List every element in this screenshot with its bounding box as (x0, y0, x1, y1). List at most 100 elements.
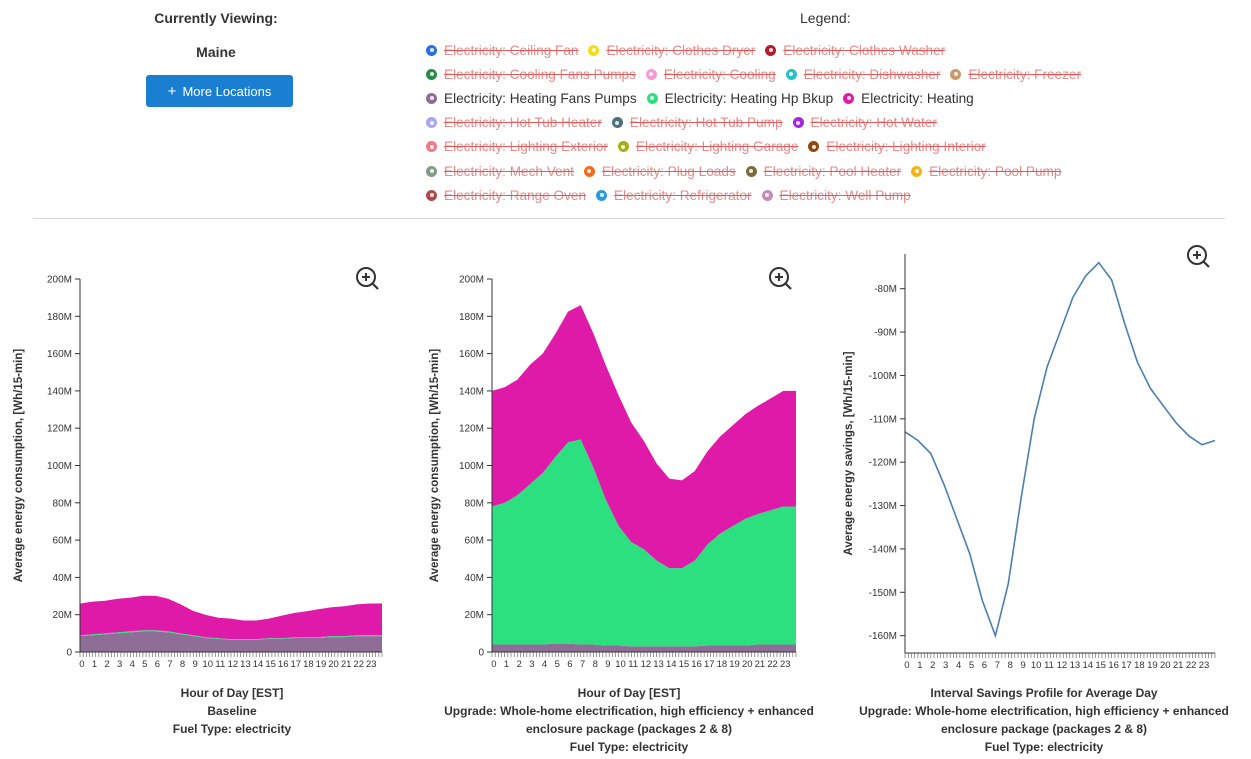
legend-item[interactable]: Electricity: Clothes Dryer (588, 43, 755, 58)
legend-item[interactable]: Electricity: Lighting Garage (617, 139, 798, 154)
y-tick-label: 180M (47, 312, 72, 323)
x-tick-label: 10 (615, 659, 626, 670)
caption-line: Fuel Type: electricity (569, 740, 689, 754)
legend-label: Electricity: Well Pump (779, 187, 911, 203)
caption-line: Upgrade: Whole-home electrification, hig… (444, 704, 814, 718)
legend-item[interactable]: Electricity: Range Oven (426, 188, 586, 203)
legend-item[interactable]: Electricity: Mech Vent (426, 164, 574, 179)
x-tick-label: 4 (956, 660, 961, 671)
legend-label: Electricity: Freezer (968, 66, 1081, 82)
x-tick-label: 3 (943, 660, 948, 671)
legend-item[interactable]: Electricity: Ceiling Fan (426, 43, 578, 58)
legend-item[interactable]: Electricity: Heating Hp Bkup (646, 91, 833, 106)
legend-label: Electricity: Ceiling Fan (444, 42, 579, 58)
x-tick-label: 19 (316, 659, 327, 670)
legend-item[interactable]: Electricity: Lighting Interior (808, 139, 986, 154)
x-tick-label: 21 (341, 659, 352, 670)
x-tick-label: 10 (1031, 660, 1042, 671)
caption-line: Upgrade: Whole-home electrification, hig… (859, 704, 1229, 718)
x-tick-label: 21 (755, 659, 766, 670)
legend-item[interactable]: Electricity: Hot Water (792, 115, 937, 130)
legend-label: Electricity: Heating Fans Pumps (444, 90, 637, 106)
legend-swatch (426, 165, 437, 177)
legend-item[interactable]: Electricity: Pool Pump (911, 164, 1061, 179)
legend-item[interactable]: Electricity: Dishwasher (785, 67, 940, 82)
caption-line: Fuel Type: electricity (172, 722, 292, 736)
legend-swatch (426, 92, 437, 104)
legend-item[interactable]: Electricity: Hot Tub Pump (611, 115, 783, 130)
y-tick-label: 200M (47, 275, 72, 286)
caption-line: Fuel Type: electricity (984, 740, 1104, 754)
legend-item[interactable]: Electricity: Plug Loads (583, 163, 736, 179)
x-tick-label: 13 (240, 659, 251, 670)
legend-item[interactable]: Electricity: Clothes Washer (765, 43, 945, 58)
x-tick-label: 22 (353, 659, 364, 670)
x-tick-label: 19 (1147, 660, 1158, 671)
legend-item[interactable]: Electricity: Refrigerator (596, 187, 752, 203)
x-tick-label: 12 (228, 659, 239, 670)
legend-item[interactable]: Electricity: Well Pump (761, 187, 911, 203)
x-axis-label: Hour of Day [EST] (577, 686, 681, 700)
x-tick-label: 18 (303, 659, 314, 670)
x-tick-label: 15 (1095, 660, 1106, 671)
legend-item[interactable]: Electricity: Lighting Exterior (426, 139, 608, 154)
y-tick-label: 100M (459, 461, 484, 472)
y-tick-label: 20M (53, 610, 72, 621)
y-tick-label: 160M (47, 349, 72, 360)
x-tick-label: 2 (930, 660, 935, 671)
legend-swatch (745, 165, 757, 177)
legend-item[interactable]: Electricity: Pool Heater (745, 164, 901, 179)
legend-label: Electricity: Plug Loads (601, 163, 736, 179)
legend-item[interactable]: Electricity: Hot Tub Heater (426, 115, 602, 130)
legend-item[interactable]: Electricity: Freezer (950, 67, 1081, 82)
x-tick-label: 21 (1173, 660, 1184, 671)
legend-item[interactable]: Electricity: Heating Fans Pumps (426, 91, 637, 106)
x-tick-label: 18 (1134, 660, 1145, 671)
zoom-in-icon[interactable] (768, 266, 794, 292)
legend-label: Electricity: Refrigerator (614, 187, 752, 203)
x-tick-label: 8 (593, 659, 598, 670)
x-axis-label: Hour of Day [EST] (180, 686, 284, 700)
x-tick-label: 20 (328, 659, 339, 670)
y-tick-label: -90M (874, 328, 897, 339)
more-locations-button[interactable]: + More Locations (146, 75, 293, 107)
x-tick-label: 9 (192, 659, 197, 670)
area-series (80, 631, 382, 652)
legend-item[interactable]: Electricity: Cooling (645, 67, 776, 82)
more-locations-label: More Locations (182, 83, 272, 99)
zoom-in-icon[interactable] (355, 266, 381, 292)
legend-swatch (765, 44, 777, 56)
legend-label: Electricity: Pool Pump (929, 163, 1062, 179)
area-series (80, 630, 382, 640)
caption-line: enclosure package (packages 2 & 8) (940, 722, 1148, 736)
x-tick-label: 7 (995, 660, 1000, 671)
y-tick-label: 20M (465, 610, 484, 621)
legend: Electricity: Ceiling Fan Electricity: Clo… (426, 38, 1216, 207)
legend-row: Electricity: Cooling Fans Pumps Electrici… (426, 62, 1216, 86)
x-tick-label: 23 (780, 659, 791, 670)
y-tick-label: 200M (459, 275, 484, 286)
legend-swatch (808, 141, 820, 153)
legend-label: Electricity: Hot Tub Heater (444, 115, 602, 131)
legend-item[interactable]: Electricity: Heating (843, 91, 974, 106)
legend-label: Electricity: Range Oven (444, 187, 587, 203)
location-name: Maine (196, 44, 236, 60)
y-tick-label: 120M (47, 424, 72, 435)
y-tick-label: -110M (869, 414, 897, 425)
x-tick-label: 4 (542, 659, 547, 670)
x-tick-label: 14 (253, 659, 264, 670)
zoom-in-icon[interactable] (1186, 244, 1212, 270)
legend-row: Electricity: Hot Tub Heater Electricity: … (426, 111, 1216, 135)
x-tick-label: 8 (1008, 660, 1013, 671)
legend-swatch (617, 141, 629, 153)
x-tick-label: 17 (704, 659, 715, 670)
legend-item[interactable]: Electricity: Cooling Fans Pumps (426, 67, 636, 82)
x-tick-label: 20 (1160, 660, 1171, 671)
area-series (80, 595, 382, 640)
legend-label: Electricity: Clothes Washer (783, 42, 946, 58)
upgrade-caption: Hour of Day [EST] Upgrade: Whole-home el… (426, 684, 832, 756)
y-axis-label: Average energy consumption, [Wh/15-min] (429, 349, 441, 583)
y-tick-label: 100M (47, 461, 72, 472)
y-tick-label: 140M (459, 386, 484, 397)
